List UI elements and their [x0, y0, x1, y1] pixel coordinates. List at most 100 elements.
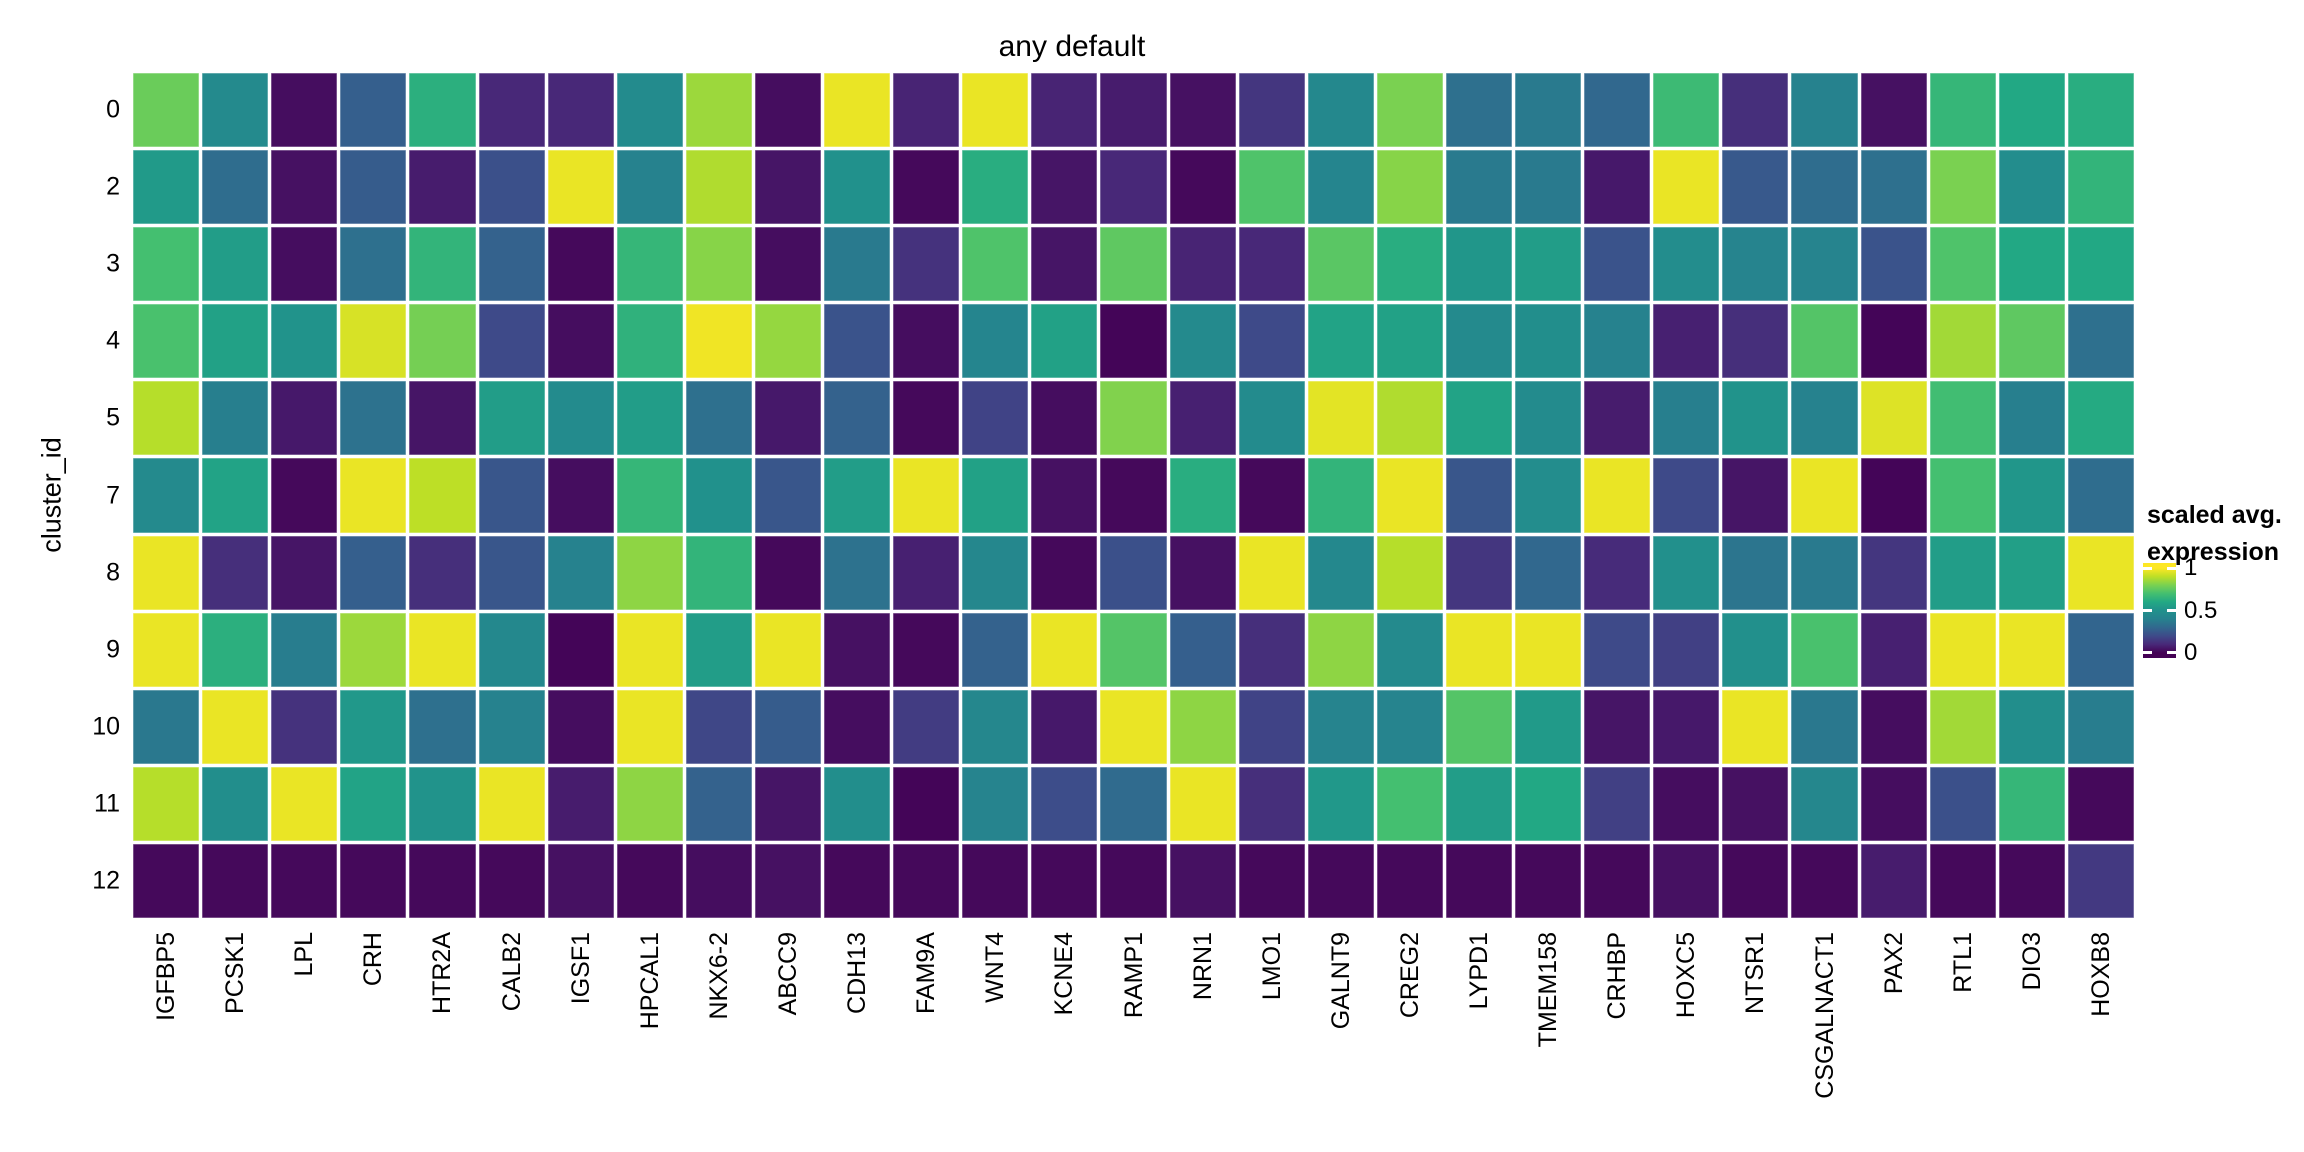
heatmap-cell	[685, 381, 752, 456]
heatmap-cell	[616, 766, 683, 841]
heatmap-cell	[1238, 381, 1305, 456]
heatmap-cell	[271, 304, 338, 379]
heatmap-cell	[340, 150, 407, 225]
heatmap-cell	[962, 304, 1029, 379]
heatmap-cell	[1653, 381, 1720, 456]
heatmap-cell	[1169, 381, 1236, 456]
heatmap-cell	[893, 689, 960, 764]
heatmap-cell	[547, 612, 614, 687]
heatmap-cell	[202, 689, 269, 764]
heatmap-cell	[340, 612, 407, 687]
heatmap-cell	[1031, 766, 1098, 841]
heatmap-cell	[1722, 689, 1789, 764]
heatmap-cell	[1929, 766, 1996, 841]
heatmap-cell	[1307, 73, 1374, 148]
heatmap-cell	[1100, 689, 1167, 764]
heatmap-cell	[2067, 689, 2134, 764]
heatmap-cell	[1445, 304, 1513, 379]
heatmap-cell	[616, 843, 683, 918]
heatmap-cell	[133, 458, 200, 533]
heatmap-cell	[1515, 381, 1582, 456]
heatmap-cell	[1998, 535, 2065, 610]
heatmap-cell	[1791, 381, 1858, 456]
heatmap-cell	[893, 843, 960, 918]
heatmap-cell	[340, 304, 407, 379]
heatmap-cell	[133, 843, 200, 918]
heatmap-cell	[271, 766, 338, 841]
heatmap-grid	[133, 73, 2134, 918]
x-tick-label: LPL	[290, 932, 319, 977]
heatmap-cell	[1584, 612, 1651, 687]
heatmap-cell	[1722, 150, 1789, 225]
heatmap-cell	[1860, 304, 1927, 379]
heatmap-cell	[409, 73, 476, 148]
y-tick-label: 2	[106, 172, 120, 201]
heatmap-cell	[1238, 304, 1305, 379]
heatmap-cell	[1307, 381, 1374, 456]
heatmap-cell	[271, 612, 338, 687]
heatmap-cell	[893, 458, 960, 533]
heatmap-cell	[893, 381, 960, 456]
heatmap-cell	[1653, 227, 1720, 302]
heatmap-cell	[754, 612, 822, 687]
heatmap-cell	[202, 535, 269, 610]
heatmap-cell	[685, 73, 752, 148]
heatmap-cell	[1238, 689, 1305, 764]
heatmap-cell	[754, 535, 822, 610]
heatmap-cell	[1445, 73, 1513, 148]
x-tick-label: RAMP1	[1119, 932, 1148, 1019]
heatmap-cell	[824, 766, 891, 841]
heatmap-cell	[1929, 150, 1996, 225]
y-tick-label: 11	[94, 789, 120, 818]
heatmap-cell	[1515, 304, 1582, 379]
heatmap-cell	[547, 535, 614, 610]
heatmap-cell	[1169, 227, 1236, 302]
heatmap-cell	[754, 227, 822, 302]
heatmap-cell	[1929, 227, 1996, 302]
heatmap-cell	[133, 227, 200, 302]
heatmap-cell	[1584, 150, 1651, 225]
heatmap-cell	[824, 535, 891, 610]
heatmap-cell	[2067, 766, 2134, 841]
heatmap-cell	[754, 843, 822, 918]
heatmap-cell	[133, 150, 200, 225]
heatmap-cell	[962, 458, 1029, 533]
heatmap-cell	[1791, 458, 1858, 533]
heatmap-cell	[1445, 458, 1513, 533]
heatmap-cell	[1031, 843, 1098, 918]
heatmap-cell	[824, 304, 891, 379]
heatmap-cell	[893, 73, 960, 148]
heatmap-cell	[133, 381, 200, 456]
x-tick-label: IGSF1	[566, 932, 595, 1005]
heatmap-cell	[1307, 150, 1374, 225]
legend-tick-mark	[2143, 609, 2152, 612]
heatmap-cell	[1169, 612, 1236, 687]
x-tick-label: NRN1	[1188, 932, 1217, 1001]
x-tick-label: NKX6-2	[704, 932, 733, 1020]
heatmap-cell	[202, 458, 269, 533]
heatmap-cell	[1584, 381, 1651, 456]
heatmap-cell	[1307, 612, 1374, 687]
heatmap-cell	[271, 227, 338, 302]
heatmap-cell	[1376, 843, 1443, 918]
heatmap-cell	[1515, 227, 1582, 302]
heatmap-cell	[1376, 150, 1443, 225]
heatmap-cell	[478, 304, 545, 379]
heatmap-cell	[685, 458, 752, 533]
heatmap-cell	[616, 458, 683, 533]
heatmap-cell	[340, 689, 407, 764]
x-tick-label: CRHBP	[1603, 932, 1632, 1020]
x-tick-label: FAM9A	[912, 932, 941, 1014]
heatmap-cell	[616, 304, 683, 379]
heatmap-cell	[1515, 766, 1582, 841]
heatmap-cell	[133, 766, 200, 841]
heatmap-cell	[409, 843, 476, 918]
heatmap-cell	[340, 766, 407, 841]
heatmap-cell	[1376, 458, 1443, 533]
heatmap-cell	[202, 612, 269, 687]
heatmap-cell	[1722, 73, 1789, 148]
plot-title: any default	[998, 30, 1146, 63]
heatmap-cell	[1998, 304, 2065, 379]
heatmap-cell	[616, 612, 683, 687]
